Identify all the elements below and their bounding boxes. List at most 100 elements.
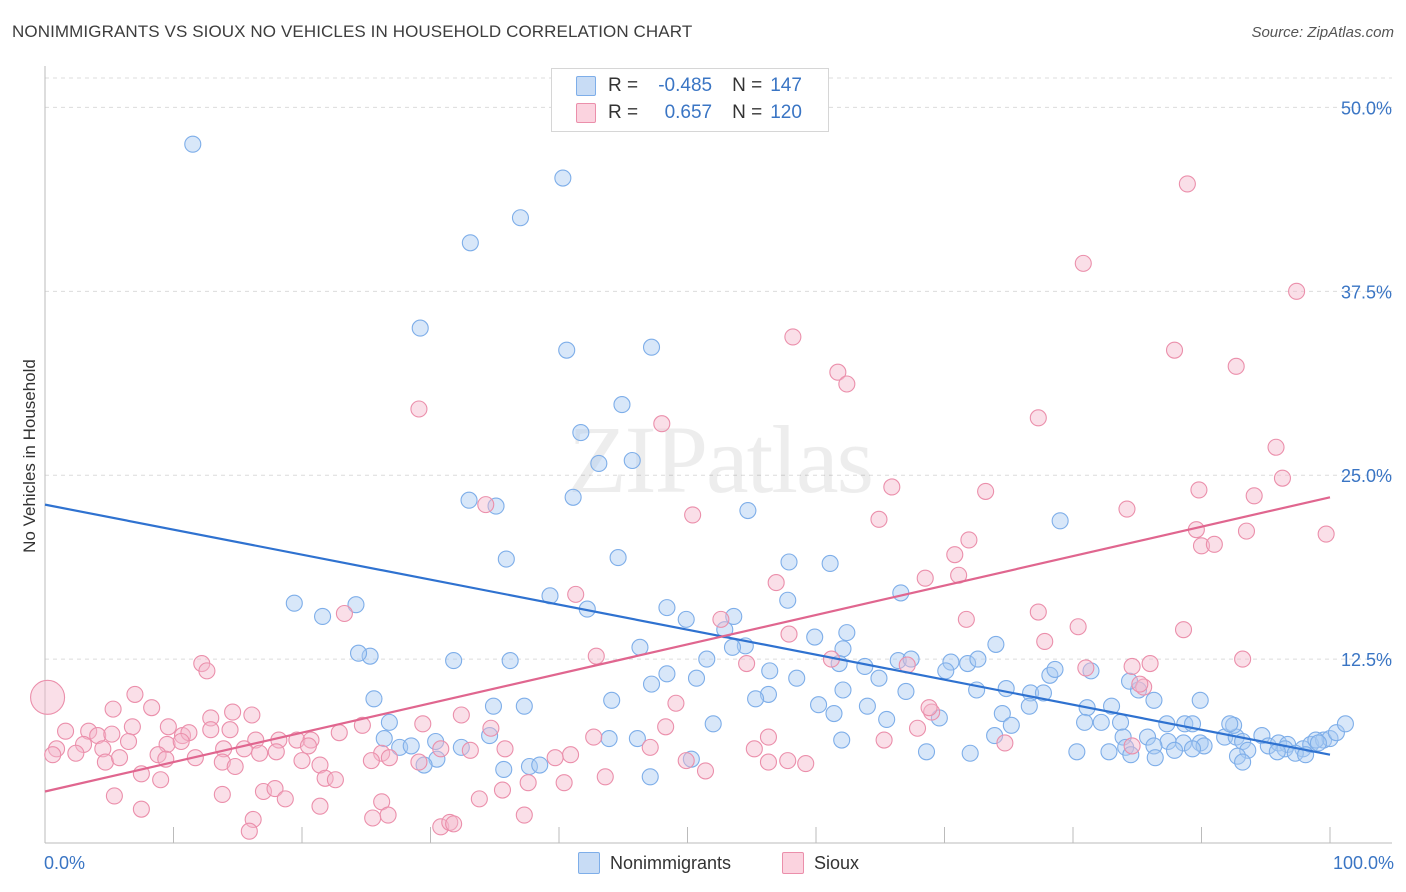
- data-point-nonimmigrants: [380, 713, 398, 731]
- data-point-nonimmigrants: [747, 690, 765, 708]
- data-point-sioux: [461, 741, 479, 759]
- data-point-nonimmigrants: [1082, 662, 1100, 680]
- chart-source: Source: ZipAtlas.com: [1251, 24, 1394, 41]
- data-point-nonimmigrants: [897, 682, 915, 701]
- legend-swatch-sioux: [576, 103, 596, 123]
- data-point-sioux: [267, 743, 285, 761]
- data-point-nonimmigrants: [969, 650, 987, 668]
- data-point-sioux: [587, 647, 605, 665]
- data-point-nonimmigrants: [959, 654, 977, 673]
- data-point-nonimmigrants: [628, 729, 646, 748]
- data-point-sioux: [657, 718, 675, 736]
- data-point-sioux: [470, 790, 488, 808]
- data-point-nonimmigrants: [1234, 753, 1252, 771]
- data-point-sioux: [221, 721, 239, 739]
- data-point-sioux: [57, 722, 75, 740]
- data-point-sioux: [67, 744, 85, 762]
- data-point-nonimmigrants: [838, 624, 856, 642]
- data-point-nonimmigrants: [1327, 724, 1345, 742]
- data-point-sioux: [1174, 621, 1193, 639]
- data-point-sioux: [326, 771, 344, 789]
- data-point-sioux: [202, 709, 220, 727]
- data-point-nonimmigrants: [759, 685, 778, 703]
- data-point-sioux: [330, 724, 348, 742]
- data-point-sioux: [1234, 650, 1252, 668]
- data-point-nonimmigrants: [892, 584, 910, 602]
- data-point-nonimmigrants: [511, 209, 530, 227]
- data-point-nonimmigrants: [1092, 713, 1110, 731]
- data-point-sioux: [677, 752, 695, 770]
- legend-n-label: N =: [732, 102, 763, 123]
- data-point-nonimmigrants: [495, 760, 513, 778]
- data-point-sioux: [213, 753, 231, 771]
- data-point-sioux: [977, 482, 995, 500]
- data-point-nonimmigrants: [564, 488, 582, 506]
- data-point-sioux: [432, 740, 450, 758]
- axes: [44, 66, 1392, 844]
- legend-r-value: 0.657: [664, 102, 713, 123]
- data-point-sioux: [1267, 438, 1285, 456]
- data-point-sioux: [266, 780, 284, 798]
- data-point-sioux: [555, 774, 573, 792]
- data-point-nonimmigrants: [609, 549, 627, 567]
- data-point-nonimmigrants: [704, 715, 722, 733]
- y-tick-label: 37.5%: [1341, 282, 1392, 302]
- data-point-sioux: [653, 415, 671, 433]
- data-point-sioux: [1118, 500, 1136, 518]
- data-point-sioux: [202, 721, 220, 739]
- data-point-sioux: [152, 771, 170, 789]
- data-point-sioux: [235, 740, 253, 758]
- data-point-nonimmigrants: [1309, 734, 1327, 752]
- data-point-nonimmigrants: [997, 679, 1015, 698]
- data-point-sioux: [1029, 603, 1047, 621]
- trend-line-nonimmigrants: [44, 503, 1331, 756]
- data-point-sioux: [89, 727, 107, 745]
- y-axis-label: No Vehicles in Household: [20, 359, 39, 553]
- data-point-sioux: [126, 685, 144, 703]
- data-point-sioux: [30, 679, 66, 715]
- data-point-nonimmigrants: [1145, 691, 1163, 709]
- data-point-sioux: [380, 749, 398, 767]
- data-point-nonimmigrants: [961, 744, 979, 762]
- data-point-nonimmigrants: [452, 738, 470, 756]
- data-point-nonimmigrants: [1002, 716, 1020, 734]
- data-point-nonimmigrants: [856, 657, 874, 676]
- data-point-sioux: [123, 718, 141, 736]
- data-point-sioux: [767, 574, 785, 592]
- data-point-nonimmigrants: [658, 599, 676, 617]
- data-point-nonimmigrants: [623, 451, 641, 470]
- data-point-sioux: [119, 732, 138, 751]
- data-point-nonimmigrants: [1076, 713, 1094, 731]
- x-tick-label-max: 100.0%: [1333, 853, 1394, 873]
- data-point-nonimmigrants: [572, 423, 590, 442]
- data-point-nonimmigrants: [184, 135, 202, 153]
- data-point-sioux: [432, 818, 450, 836]
- data-point-sioux: [103, 725, 121, 743]
- data-point-nonimmigrants: [501, 652, 519, 670]
- data-point-sioux: [353, 716, 371, 734]
- data-point-nonimmigrants: [1221, 715, 1239, 733]
- data-point-sioux: [276, 790, 294, 808]
- data-point-nonimmigrants: [1336, 715, 1354, 733]
- data-point-nonimmigrants: [600, 729, 618, 748]
- data-point-sioux: [780, 625, 798, 643]
- data-point-sioux: [143, 699, 161, 717]
- data-point-sioux: [243, 706, 261, 724]
- data-point-sioux: [496, 740, 514, 758]
- data-point-sioux: [684, 506, 702, 524]
- data-point-nonimmigrants: [1122, 746, 1140, 764]
- gridlines: [45, 77, 1392, 660]
- data-point-nonimmigrants: [1020, 697, 1038, 715]
- data-point-nonimmigrants: [739, 501, 757, 520]
- data-point-nonimmigrants: [677, 610, 695, 628]
- data-point-sioux: [838, 375, 856, 393]
- legend-row-nonimmigrants: R = -0.485 N = 147: [576, 73, 802, 99]
- data-point-sioux: [562, 746, 580, 764]
- data-point-sioux: [96, 753, 114, 771]
- y-tick-label: 12.5%: [1341, 650, 1392, 670]
- legend-n-label: N =: [732, 75, 763, 96]
- data-point-nonimmigrants: [833, 731, 851, 749]
- data-point-sioux: [883, 478, 901, 496]
- data-point-nonimmigrants: [1046, 660, 1064, 678]
